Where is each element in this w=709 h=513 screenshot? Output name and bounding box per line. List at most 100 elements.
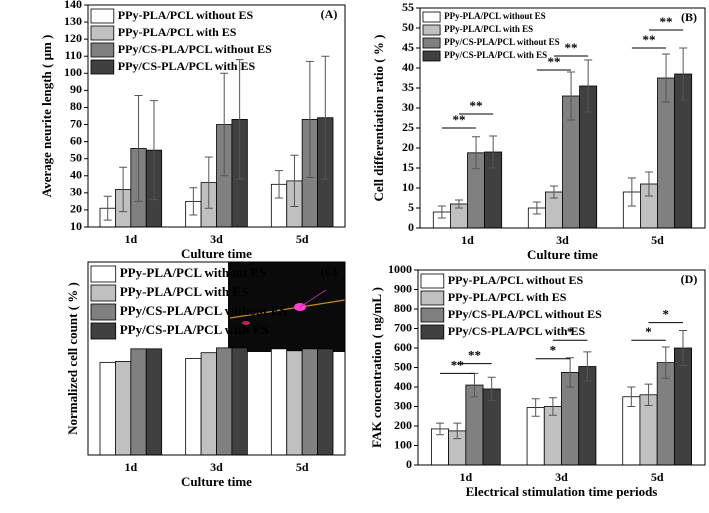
significance-label: * (550, 343, 557, 358)
inset-fiber (229, 299, 346, 319)
error-bar (321, 55, 330, 180)
legend-swatch (90, 265, 117, 283)
bar (145, 348, 163, 456)
error-bar (487, 376, 496, 402)
x-axis-title: Culture time (181, 246, 252, 261)
y-tick-label: 20 (402, 140, 414, 154)
legend-label: PPy/CS-PLA/PCL without ES (444, 37, 560, 47)
legend-swatch (90, 25, 115, 41)
error-bar (584, 59, 593, 113)
legend-label: PPy/CS-PLA/PCL with ES (444, 50, 547, 60)
x-tick-label: 5d (296, 232, 309, 246)
bar (301, 348, 318, 456)
y-tick-label: 110 (65, 48, 82, 62)
error-bar (204, 156, 213, 209)
legend-label: PPy-PLA/PCL with ES (448, 290, 567, 304)
error-bar (235, 59, 244, 180)
significance-label: * (663, 307, 670, 322)
y-tick-label: 40 (70, 168, 82, 182)
legend-label: PPy/CS-PLA/PCL without ES (118, 42, 272, 56)
error-bar (567, 71, 576, 121)
error-bar (644, 171, 653, 197)
error-bar (275, 170, 284, 199)
error-bar (678, 329, 687, 367)
bar (216, 347, 233, 456)
error-bar (103, 195, 112, 221)
x-axis-title: Culture time (181, 474, 252, 489)
y-tick-label: 1000 (388, 262, 412, 276)
y-tick-label: 45 (402, 40, 414, 54)
error-bar (549, 185, 558, 199)
error-bar (189, 187, 198, 216)
error-bar (453, 422, 462, 440)
x-tick-label: 3d (555, 470, 568, 484)
error-bar (290, 154, 299, 208)
legend-swatch (90, 8, 115, 24)
bar (115, 360, 132, 456)
legend-label: PPy-PLA/PCL with ES (118, 25, 237, 39)
x-tick-label: 3d (556, 233, 569, 247)
legend-swatch (90, 284, 117, 302)
significance-label: ** (565, 40, 578, 55)
y-tick-label: 15 (402, 160, 414, 174)
x-tick-label: 5d (296, 460, 309, 474)
panel-label: (A) (321, 7, 338, 21)
y-tick-label: 10 (70, 219, 82, 233)
error-bar (583, 351, 592, 382)
plot-frame (87, 261, 346, 456)
y-axis-title: Normalized cell count ( % ) (65, 282, 80, 435)
legend-swatch (90, 42, 115, 58)
x-tick-label: 1d (461, 233, 474, 247)
y-tick-label: 5 (408, 200, 414, 214)
y-tick-label: 500 (394, 359, 412, 373)
x-axis-title: Electrical stimulation time periods (466, 484, 658, 499)
inset-cell (242, 321, 250, 325)
x-tick-label: 1d (124, 460, 137, 474)
y-tick-label: 700 (394, 320, 412, 334)
y-tick-label: 100 (64, 65, 82, 79)
significance-label: ** (451, 357, 464, 372)
y-tick-label: 140 (64, 0, 82, 11)
y-tick-label: 120 (64, 31, 82, 45)
legend-swatch (420, 273, 445, 289)
inset-neurite (299, 289, 327, 308)
legend-label: PPy-PLA/PCL with ES (444, 24, 533, 34)
error-bar (548, 397, 557, 416)
y-tick-label: 30 (402, 100, 414, 114)
y-axis-title: Average neurite length ( μm ) (39, 35, 54, 198)
legend-swatch (422, 37, 441, 49)
error-bar (149, 100, 158, 201)
error-bar (220, 72, 229, 177)
y-tick-label: 80 (70, 99, 82, 113)
legend-swatch (422, 24, 441, 36)
x-tick-label: 3d (210, 232, 223, 246)
bar (99, 361, 116, 456)
error-bar (531, 398, 540, 417)
x-tick-label: 1d (459, 470, 472, 484)
y-axis-title: Cell differentiation ratio ( % ) (371, 35, 386, 202)
y-tick-label: 40 (402, 60, 414, 74)
legend-swatch (420, 324, 445, 340)
legend-label: PPy/CS-PLA/PCL without ES (448, 307, 602, 321)
error-bar (305, 60, 314, 178)
bar (270, 348, 288, 456)
y-tick-label: 25 (402, 120, 414, 134)
inset-image (228, 262, 345, 352)
y-tick-label: 50 (70, 150, 82, 164)
panel-label: (B) (681, 10, 697, 24)
bar (185, 358, 202, 456)
panel-label: (C) (321, 264, 338, 278)
error-bar (679, 47, 688, 101)
significance-label: ** (452, 112, 465, 127)
legend-swatch (422, 11, 441, 23)
legend-swatch (90, 59, 115, 75)
significance-label: * (645, 324, 652, 339)
y-tick-label: 70 (70, 116, 82, 130)
error-bar (489, 135, 498, 169)
significance-label: ** (547, 54, 560, 69)
significance-label: ** (470, 98, 483, 113)
legend-swatch (420, 307, 445, 323)
y-tick-label: 0 (408, 220, 414, 234)
plot-frame (417, 269, 706, 466)
